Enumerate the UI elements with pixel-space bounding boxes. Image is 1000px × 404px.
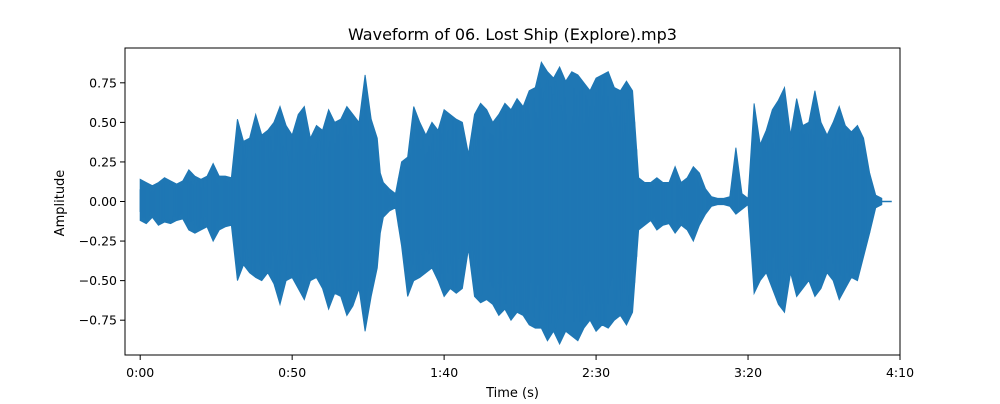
y-axis-label: Amplitude [53, 170, 68, 237]
x-tick-label: 0:50 [278, 365, 306, 380]
y-tick-label: −0.75 [79, 313, 117, 328]
x-tick-label: 4:10 [886, 365, 914, 380]
y-tick-label: 0.00 [89, 194, 117, 209]
chart-title: Waveform of 06. Lost Ship (Explore).mp3 [348, 25, 677, 44]
y-axis: −0.75 −0.50 −0.25 0.00 0.25 0.50 0.75 [79, 75, 125, 328]
x-tick-label: 2:30 [582, 365, 610, 380]
y-tick-label: 0.75 [89, 75, 117, 90]
y-tick-label: 0.50 [89, 115, 117, 130]
y-tick-label: 0.25 [89, 154, 117, 169]
x-tick-label: 3:20 [734, 365, 762, 380]
y-tick-label: −0.50 [79, 273, 117, 288]
x-tick-label: 1:40 [430, 365, 458, 380]
x-axis-label: Time (s) [485, 386, 539, 400]
x-axis: 0:00 0:50 1:40 2:30 3:20 4:10 [126, 355, 914, 380]
y-tick-label: −0.25 [79, 234, 117, 249]
x-tick-label: 0:00 [126, 365, 154, 380]
plot-area [139, 60, 892, 346]
